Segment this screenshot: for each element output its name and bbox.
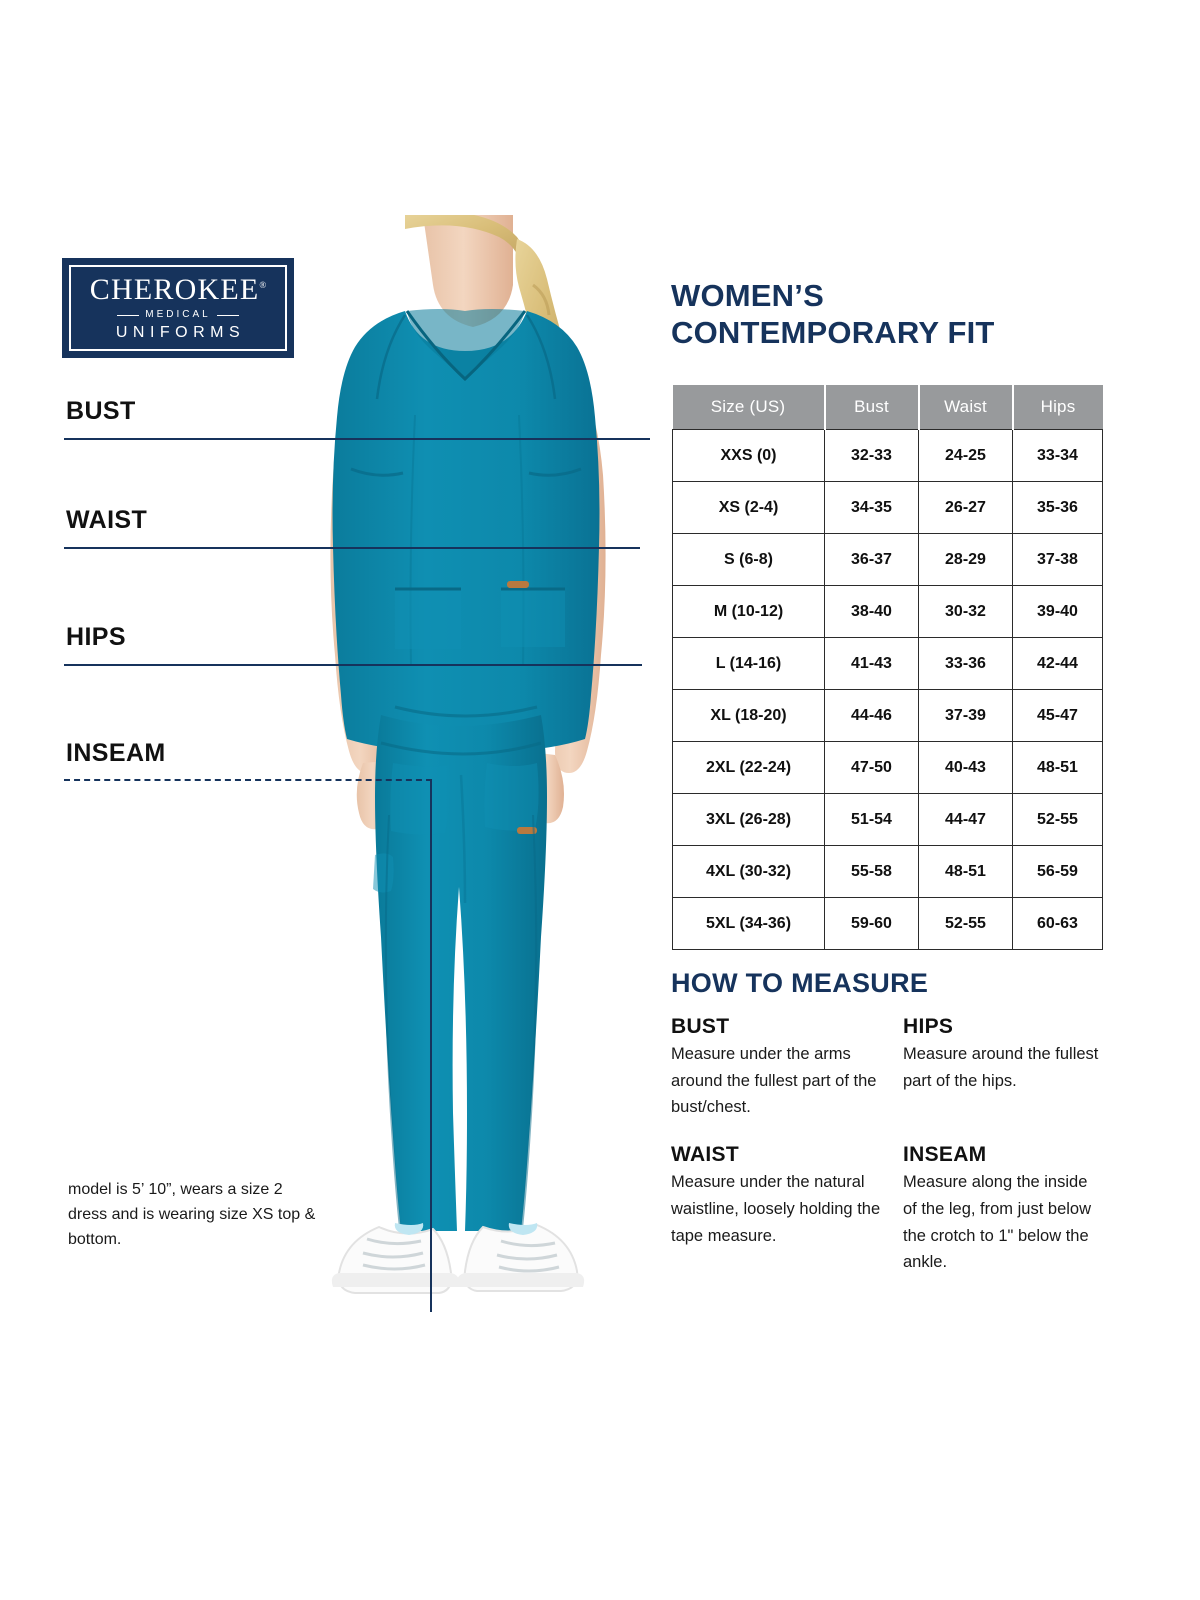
how-to-bust-heading: BUST bbox=[671, 1015, 730, 1038]
cell-hips: 52-55 bbox=[1012, 793, 1103, 846]
cell-size: S (6-8) bbox=[672, 533, 825, 586]
cell-hips: 48-51 bbox=[1012, 741, 1103, 794]
bust-guide-line bbox=[64, 438, 650, 440]
cell-hips: 56-59 bbox=[1012, 845, 1103, 898]
cell-waist: 33-36 bbox=[918, 637, 1013, 690]
cell-bust: 38-40 bbox=[824, 585, 919, 638]
cell-size: 5XL (34-36) bbox=[672, 897, 825, 950]
how-to-measure-grid: BUST Measure under the arms around the f… bbox=[671, 1015, 1103, 1276]
bust-callout-label: BUST bbox=[66, 397, 136, 425]
inseam-guide-line-dashed bbox=[64, 779, 432, 781]
cell-hips: 33-34 bbox=[1012, 429, 1103, 482]
table-row: 2XL (22-24) 47-50 40-43 48-51 bbox=[672, 741, 1103, 794]
waist-guide-line bbox=[64, 547, 640, 549]
how-to-measure-bust: BUST Measure under the arms around the f… bbox=[671, 1015, 903, 1121]
how-to-hips-text: Measure around the fullest part of the h… bbox=[903, 1045, 1099, 1090]
table-header-row: Size (US) Bust Waist Hips bbox=[672, 385, 1103, 430]
cell-waist: 52-55 bbox=[918, 897, 1013, 950]
logo-medical-text: MEDICAL bbox=[145, 309, 211, 320]
page-title-line-1: WOMEN’S bbox=[671, 278, 824, 313]
how-to-inseam-heading: INSEAM bbox=[903, 1143, 987, 1167]
model-note: model is 5’ 10”, wears a size 2 dress an… bbox=[68, 1181, 316, 1248]
cell-size: 2XL (22-24) bbox=[672, 741, 825, 794]
logo-uniforms-text: UNIFORMS bbox=[115, 324, 246, 341]
waist-callout-label: WAIST bbox=[66, 506, 148, 534]
cell-hips: 35-36 bbox=[1012, 481, 1103, 534]
cell-waist: 24-25 bbox=[918, 429, 1013, 482]
table-row: XXS (0) 32-33 24-25 33-34 bbox=[672, 429, 1103, 482]
cell-size: XXS (0) bbox=[672, 429, 825, 482]
logo-brand-text: CHEROKEE® bbox=[90, 275, 266, 305]
table-row: S (6-8) 36-37 28-29 37-38 bbox=[672, 533, 1103, 586]
page-title-line-2: CONTEMPORARY FIT bbox=[671, 314, 995, 350]
cell-waist: 37-39 bbox=[918, 689, 1013, 742]
inseam-vertical-guide-line bbox=[430, 779, 432, 1312]
table-row: L (14-16) 41-43 33-36 42-44 bbox=[672, 637, 1103, 690]
cell-size: L (14-16) bbox=[672, 637, 825, 690]
cell-waist: 28-29 bbox=[918, 533, 1013, 586]
cell-waist: 40-43 bbox=[918, 741, 1013, 794]
table-row: XL (18-20) 44-46 37-39 45-47 bbox=[672, 689, 1103, 742]
cell-bust: 55-58 bbox=[824, 845, 919, 898]
cherokee-medical-uniforms-logo: CHEROKEE® MEDICAL UNIFORMS bbox=[62, 258, 294, 358]
cell-waist: 44-47 bbox=[918, 793, 1013, 846]
hips-guide-line bbox=[64, 664, 642, 666]
logo-inner-border: CHEROKEE® MEDICAL UNIFORMS bbox=[69, 265, 287, 351]
how-to-bust-text: Measure under the arms around the fulles… bbox=[671, 1045, 877, 1117]
model-photo bbox=[255, 215, 675, 1345]
how-to-measure-waist: WAIST Measure under the natural waistlin… bbox=[671, 1143, 903, 1276]
logo-rule-left-icon bbox=[117, 314, 140, 316]
how-to-waist-text: Measure under the natural waistline, loo… bbox=[671, 1173, 881, 1245]
cell-hips: 45-47 bbox=[1012, 689, 1103, 742]
column-header-bust: Bust bbox=[824, 385, 920, 430]
cell-size: XL (18-20) bbox=[672, 689, 825, 742]
hips-callout-label: HIPS bbox=[66, 623, 126, 651]
logo-rule-right-icon bbox=[216, 314, 239, 316]
cell-hips: 42-44 bbox=[1012, 637, 1103, 690]
cell-size: M (10-12) bbox=[672, 585, 825, 638]
cell-bust: 34-35 bbox=[824, 481, 919, 534]
cell-size: XS (2-4) bbox=[672, 481, 825, 534]
page-title: WOMEN’S CONTEMPORARY FIT bbox=[671, 278, 1101, 351]
cell-waist: 48-51 bbox=[918, 845, 1013, 898]
registered-trademark-icon: ® bbox=[259, 280, 267, 290]
table-row: M (10-12) 38-40 30-32 39-40 bbox=[672, 585, 1103, 638]
cell-bust: 41-43 bbox=[824, 637, 919, 690]
size-chart-table: Size (US) Bust Waist Hips XXS (0) 32-33 … bbox=[672, 385, 1103, 950]
logo-middle-row: MEDICAL bbox=[117, 309, 239, 320]
cell-hips: 37-38 bbox=[1012, 533, 1103, 586]
size-chart-body: XXS (0) 32-33 24-25 33-34 XS (2-4) 34-35… bbox=[672, 429, 1103, 950]
table-row: 3XL (26-28) 51-54 44-47 52-55 bbox=[672, 793, 1103, 846]
column-header-waist: Waist bbox=[918, 385, 1014, 430]
table-row: XS (2-4) 34-35 26-27 35-36 bbox=[672, 481, 1103, 534]
cell-hips: 60-63 bbox=[1012, 897, 1103, 950]
how-to-waist-heading: WAIST bbox=[671, 1143, 739, 1167]
cell-size: 3XL (26-28) bbox=[672, 793, 825, 846]
cell-bust: 36-37 bbox=[824, 533, 919, 586]
logo-brand-name: CHEROKEE bbox=[89, 273, 260, 306]
cell-size: 4XL (30-32) bbox=[672, 845, 825, 898]
how-to-measure-inseam: INSEAM Measure along the inside of the l… bbox=[903, 1143, 1103, 1276]
how-to-measure-title: HOW TO MEASURE bbox=[671, 968, 929, 998]
how-to-hips-heading: HIPS bbox=[903, 1015, 954, 1038]
cell-bust: 44-46 bbox=[824, 689, 919, 742]
cell-bust: 59-60 bbox=[824, 897, 919, 950]
column-header-hips: Hips bbox=[1012, 385, 1103, 430]
how-to-inseam-text: Measure along the inside of the leg, fro… bbox=[903, 1173, 1092, 1272]
cell-bust: 51-54 bbox=[824, 793, 919, 846]
inseam-callout-label: INSEAM bbox=[66, 739, 166, 767]
cell-hips: 39-40 bbox=[1012, 585, 1103, 638]
table-row: 4XL (30-32) 55-58 48-51 56-59 bbox=[672, 845, 1103, 898]
cell-bust: 47-50 bbox=[824, 741, 919, 794]
how-to-measure-hips: HIPS Measure around the fullest part of … bbox=[903, 1015, 1103, 1121]
column-header-size: Size (US) bbox=[672, 385, 826, 430]
cell-bust: 32-33 bbox=[824, 429, 919, 482]
cell-waist: 26-27 bbox=[918, 481, 1013, 534]
cell-waist: 30-32 bbox=[918, 585, 1013, 638]
table-row: 5XL (34-36) 59-60 52-55 60-63 bbox=[672, 897, 1103, 950]
